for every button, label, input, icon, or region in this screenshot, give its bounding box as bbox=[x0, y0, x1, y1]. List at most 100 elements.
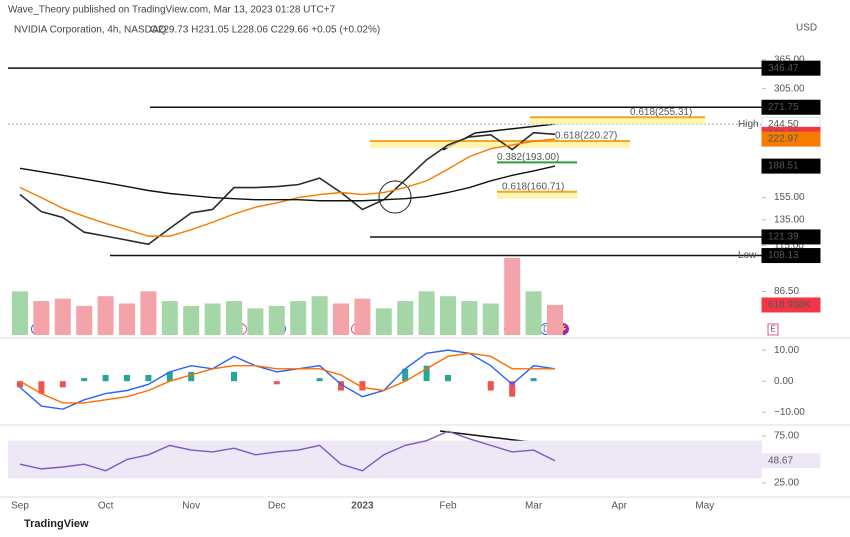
price-tag-bg bbox=[761, 248, 821, 264]
macd-histogram bbox=[188, 371, 195, 382]
volume-bar bbox=[397, 301, 414, 335]
macd-histogram bbox=[38, 381, 45, 394]
y-tick-label: −10.00 bbox=[774, 407, 805, 418]
ohlc: O229.73 H231.05 L228.06 C229.66 +0.05 (+… bbox=[150, 25, 380, 36]
price-tag: 346.47 bbox=[768, 63, 799, 74]
series-line bbox=[19, 430, 556, 472]
event-marker bbox=[767, 323, 779, 336]
series-line bbox=[19, 352, 555, 404]
fib-label: 0.618(255.31) bbox=[630, 107, 692, 118]
y-tick-label: 365.00 bbox=[774, 54, 805, 65]
highlight-circle bbox=[378, 180, 412, 214]
fib-band bbox=[497, 190, 577, 199]
price-tag-bg bbox=[761, 60, 821, 76]
volume-bar bbox=[354, 298, 371, 335]
price-tag: 618.938K bbox=[768, 300, 811, 311]
fib-label: 0.618(160.71) bbox=[502, 181, 564, 192]
macd-histogram bbox=[166, 371, 173, 382]
volume-bar bbox=[119, 303, 135, 335]
volume-bar bbox=[547, 304, 563, 335]
volume-bar bbox=[311, 296, 328, 335]
fib-band bbox=[370, 140, 630, 149]
x-tick-label: Mar bbox=[525, 501, 543, 512]
x-tick-label: Apr bbox=[611, 501, 627, 512]
macd-histogram bbox=[145, 374, 152, 382]
event-label: E bbox=[770, 325, 775, 334]
series-line bbox=[19, 165, 556, 202]
macd-histogram bbox=[316, 378, 323, 382]
x-tick-label: 2023 bbox=[351, 501, 374, 512]
x-tick-label: Oct bbox=[98, 501, 114, 512]
macd-histogram bbox=[445, 374, 451, 382]
macd-histogram bbox=[338, 381, 344, 391]
trend-line bbox=[474, 123, 556, 134]
volume-bar bbox=[33, 301, 50, 335]
volume-bar bbox=[268, 305, 285, 335]
x-tick-label: Sep bbox=[11, 501, 29, 512]
fib-label: 0.382(193.00) bbox=[497, 152, 559, 163]
volume-bar bbox=[226, 301, 242, 335]
y-tick-label: 0.00 bbox=[774, 376, 794, 387]
volume-bar bbox=[183, 305, 200, 335]
y-tick-label: 155.00 bbox=[774, 192, 805, 203]
price-tag-bg bbox=[761, 99, 821, 115]
x-tick-label: Dec bbox=[268, 501, 286, 512]
y-tick-label: 115.00 bbox=[774, 240, 804, 251]
volume-bar bbox=[12, 291, 28, 335]
x-tick-label: Feb bbox=[439, 501, 457, 512]
volume-bar bbox=[76, 305, 93, 335]
macd-histogram bbox=[59, 381, 66, 388]
y-tick-label: 25.00 bbox=[774, 478, 799, 489]
rsi-band bbox=[8, 440, 762, 479]
fib-band bbox=[530, 116, 705, 125]
volume-bar bbox=[333, 303, 349, 335]
y-tick-label: 86.50 bbox=[774, 286, 799, 297]
macd-histogram bbox=[423, 365, 430, 382]
macd-histogram bbox=[487, 381, 494, 391]
volume-bar bbox=[97, 296, 114, 335]
currency: USD bbox=[796, 23, 817, 34]
volume-bar bbox=[418, 291, 435, 335]
volume-bar bbox=[290, 301, 307, 335]
event-label: D bbox=[543, 325, 549, 334]
footer-logo: TradingView bbox=[24, 518, 89, 530]
symbol: NVIDIA Corporation, 4h, NASDAQ bbox=[14, 25, 167, 36]
x-tick-label: May bbox=[695, 501, 714, 512]
macd-histogram bbox=[273, 381, 280, 385]
macd-histogram bbox=[102, 374, 109, 382]
macd-histogram bbox=[509, 381, 516, 397]
price-tag: 188.51 bbox=[768, 161, 799, 172]
price-tag-bg bbox=[761, 229, 821, 245]
volume-bar bbox=[54, 298, 71, 335]
volume-bar bbox=[440, 296, 456, 335]
price-tag: 121.39 bbox=[768, 232, 799, 243]
volume-bar bbox=[161, 301, 178, 335]
macd-histogram bbox=[231, 371, 237, 382]
volume-bar bbox=[461, 301, 478, 335]
macd-histogram bbox=[402, 368, 409, 382]
price-tag: 222.97 bbox=[768, 134, 799, 145]
fib-label: 0.618(220.27) bbox=[555, 131, 617, 142]
volume-bar bbox=[375, 308, 392, 335]
price-tag-bg bbox=[761, 453, 821, 469]
volume-bar bbox=[247, 308, 264, 335]
y-tick-label: 75.00 bbox=[774, 431, 799, 442]
level-caption: High bbox=[738, 119, 759, 130]
macd-histogram bbox=[530, 378, 537, 382]
macd-histogram bbox=[124, 374, 130, 382]
macd-histogram bbox=[17, 381, 23, 388]
price-tag-bg bbox=[761, 158, 821, 174]
series-line bbox=[19, 131, 556, 246]
macd-histogram bbox=[81, 378, 88, 382]
level-caption: Low bbox=[738, 250, 757, 261]
price-tag: 108.13 bbox=[768, 250, 799, 261]
macd-histogram bbox=[359, 381, 366, 391]
price-tag-bg bbox=[761, 297, 821, 313]
x-tick-label: Nov bbox=[182, 501, 200, 512]
volume-bar bbox=[140, 291, 157, 335]
volume-bar bbox=[482, 303, 499, 335]
y-tick-label: 10.00 bbox=[774, 345, 799, 356]
y-tick-label: 305.00 bbox=[774, 83, 805, 94]
publisher: Wave_Theory published on TradingView.com… bbox=[8, 5, 336, 16]
